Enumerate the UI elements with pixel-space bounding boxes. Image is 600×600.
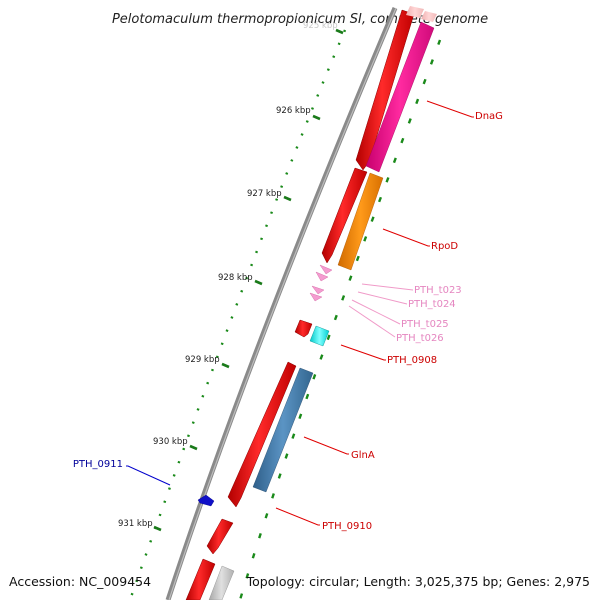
gene-label-pth-t025[interactable]: PTH_t025 <box>401 319 449 330</box>
callout-line-pth-t025 <box>351 299 401 325</box>
gene-label-pth-t024[interactable]: PTH_t024 <box>408 299 456 310</box>
pale-feature-2 <box>421 11 437 22</box>
tick-label: 929 kbp <box>185 355 220 365</box>
rpod-feature <box>337 172 384 271</box>
callout-line-rpod <box>382 228 430 247</box>
gene-label-pth0908[interactable]: PTH_0908 <box>387 355 437 366</box>
tick-label: 930 kbp <box>153 437 188 447</box>
pth0911-feature <box>197 494 215 507</box>
tick-label: 925 kbp <box>303 21 338 31</box>
feature-lane-inner <box>197 6 437 600</box>
pale-feature <box>406 6 424 18</box>
gene-label-pth0911[interactable]: PTH_0911 <box>73 459 123 470</box>
cyan-feature <box>309 325 330 347</box>
inner-tick-ring <box>238 39 442 600</box>
trna-pth-t025 <box>311 285 325 295</box>
trna-pth-t023 <box>319 264 333 275</box>
tick-label: 928 kbp <box>218 273 253 283</box>
trna-pth-t026 <box>309 292 323 302</box>
gene-label-pth-t026[interactable]: PTH_t026 <box>396 333 444 344</box>
tick-label: 927 kbp <box>247 189 282 199</box>
callout-line-dnag <box>426 100 474 118</box>
gene-label-rpod[interactable]: RpoD <box>431 241 458 252</box>
tick-label: 926 kbp <box>276 106 311 116</box>
cds-feature-pth0908 <box>294 319 313 338</box>
cds-lane <box>185 9 415 600</box>
accession-text: Accession: NC_009454 <box>9 574 151 589</box>
gene-label-pth0910[interactable]: PTH_0910 <box>322 521 372 532</box>
dnag-feature <box>365 21 435 173</box>
trna-pth-t024 <box>315 271 329 282</box>
callout-line-pth0910 <box>275 507 320 526</box>
gene-label-glna[interactable]: GlnA <box>351 450 375 461</box>
glna-feature <box>252 367 314 493</box>
tick-labels: 925 kbp 926 kbp 927 kbp 928 kbp 929 kbp … <box>118 21 338 529</box>
major-ticks <box>153 28 344 532</box>
callout-line-pth-t026 <box>348 305 396 338</box>
tick-label: 931 kbp <box>118 519 153 529</box>
cds-feature-2 <box>321 167 368 264</box>
cds-feature-pth0910 <box>206 518 234 555</box>
callout-line-pth0911 <box>126 465 171 486</box>
grey-feature <box>208 565 235 600</box>
gene-label-dnag[interactable]: DnaG <box>475 111 503 122</box>
callout-line-pth-t023 <box>361 283 414 291</box>
callout-line-pth-t024 <box>357 291 408 305</box>
cds-feature-bottom <box>185 558 216 600</box>
gene-label-pth-t023[interactable]: PTH_t023 <box>414 285 462 296</box>
cds-feature-glna <box>227 361 297 508</box>
genome-backbone-highlight <box>168 7 397 600</box>
callout-line-pth0908 <box>340 344 386 361</box>
tick-ring <box>128 29 347 600</box>
gene-callouts: DnaG RpoD PTH_t023 PTH_t024 PTH_t025 PTH… <box>73 100 503 532</box>
genome-summary-text: Topology: circular; Length: 3,025,375 bp… <box>246 574 590 589</box>
callout-line-glna <box>303 436 349 455</box>
genome-backbone <box>165 7 398 600</box>
